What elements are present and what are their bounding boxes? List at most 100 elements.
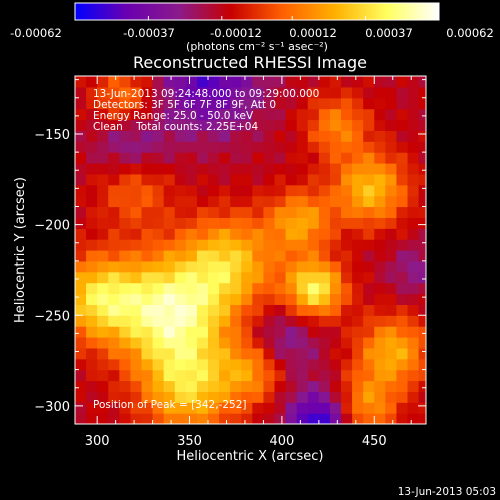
heatmap-cell [174, 347, 187, 360]
heatmap-cell [418, 369, 426, 382]
heatmap-cell [241, 173, 253, 186]
heatmap-cell [307, 108, 320, 121]
heatmap-cell [130, 108, 143, 121]
heatmap-cell [296, 304, 309, 316]
heatmap-cell [119, 163, 132, 175]
heatmap-cell [329, 76, 342, 88]
heatmap-cell [329, 184, 342, 197]
heatmap-cell [119, 119, 132, 131]
heatmap-cell [174, 380, 187, 392]
heatmap-cell [196, 86, 209, 99]
heatmap-cell [163, 173, 176, 186]
heatmap-cell [396, 282, 409, 295]
heatmap-cell [341, 282, 353, 295]
heatmap-cell [97, 217, 109, 229]
heatmap-cell [418, 413, 426, 424]
heatmap-cell [329, 293, 342, 305]
heatmap-cell [296, 119, 309, 131]
heatmap-cell [75, 326, 87, 338]
colorbar-tick-label: -0.00012 [210, 26, 262, 40]
heatmap-cell [252, 304, 265, 316]
heatmap-cell [252, 163, 265, 175]
heatmap-cell [219, 239, 231, 251]
heatmap-cell [174, 391, 187, 403]
heatmap-cell [163, 206, 176, 218]
colorbar: -0.00062 -0.00037 -0.00012 0.00012 0.000… [10, 2, 494, 53]
heatmap-cell [75, 130, 87, 142]
heatmap-cell [196, 206, 209, 218]
heatmap-cell [341, 239, 353, 251]
heatmap-cell [196, 380, 209, 392]
heatmap-cell [119, 250, 132, 262]
heatmap-cell [208, 260, 220, 273]
heatmap-cell [341, 228, 353, 240]
heatmap-cell [230, 369, 242, 382]
heatmap-cell [341, 86, 353, 99]
heatmap-cell [241, 250, 253, 262]
heatmap-cell [219, 304, 231, 316]
heatmap-cell [274, 152, 287, 164]
heatmap-cell [163, 326, 176, 338]
heatmap-cell [285, 380, 298, 392]
heatmap-cell [196, 315, 209, 327]
heatmap-cell [174, 97, 187, 110]
heatmap-cell [396, 369, 409, 382]
heatmap-cell [396, 413, 409, 424]
heatmap-cell [86, 358, 98, 371]
heatmap-cell [141, 141, 154, 153]
heatmap-cell [86, 391, 98, 403]
heatmap-cell [274, 119, 287, 131]
heatmap-cell [352, 228, 364, 240]
heatmap-cell [152, 282, 165, 295]
heatmap-cell [241, 119, 253, 131]
heatmap-cell [97, 402, 109, 414]
heatmap-cell [252, 76, 265, 88]
heatmap-cell [285, 228, 298, 240]
heatmap-cell [163, 282, 176, 295]
heatmap-cell [174, 304, 187, 316]
heatmap-cell [263, 86, 276, 99]
heatmap-cell [307, 337, 320, 349]
heatmap-cell [185, 260, 198, 273]
heatmap-cell [374, 293, 386, 305]
heatmap-cell [86, 369, 98, 382]
heatmap-cell [329, 86, 342, 99]
heatmap-cell [418, 76, 426, 88]
heatmap-cell [185, 163, 198, 175]
heatmap-cell [274, 250, 287, 262]
heatmap-cell [208, 141, 220, 153]
heatmap-cell [407, 282, 420, 295]
heatmap-cell [341, 293, 353, 305]
heatmap-cell [196, 293, 209, 305]
heatmap-cell [108, 293, 120, 305]
heatmap-cell [374, 326, 386, 338]
heatmap-cell [285, 152, 298, 164]
heatmap-cell [396, 391, 409, 403]
heatmap-cell [97, 119, 109, 131]
heatmap-cell [285, 130, 298, 142]
heatmap-cell [219, 391, 231, 403]
heatmap-cell [374, 347, 386, 360]
heatmap-cell [241, 358, 253, 371]
heatmap-cell [274, 293, 287, 305]
heatmap-cell [163, 380, 176, 392]
heatmap-cell [307, 304, 320, 316]
heatmap-cell [418, 304, 426, 316]
heatmap-cell [208, 304, 220, 316]
heatmap-cell [363, 195, 375, 208]
heatmap-cell [208, 282, 220, 295]
axis-ticks [75, 76, 426, 424]
heatmap-cell [407, 391, 420, 403]
heatmap-cell [252, 119, 265, 131]
heatmap-cell [97, 141, 109, 153]
heatmap-cell [296, 184, 309, 197]
heatmap-cell [130, 391, 143, 403]
heatmap-cell [363, 347, 375, 360]
heatmap-cell [219, 326, 231, 338]
heatmap-cell [296, 315, 309, 327]
heatmap-cell [285, 402, 298, 414]
heatmap-cell [329, 119, 342, 131]
heatmap-cell [196, 304, 209, 316]
heatmap-cell [97, 337, 109, 349]
heatmap-cell [396, 152, 409, 164]
